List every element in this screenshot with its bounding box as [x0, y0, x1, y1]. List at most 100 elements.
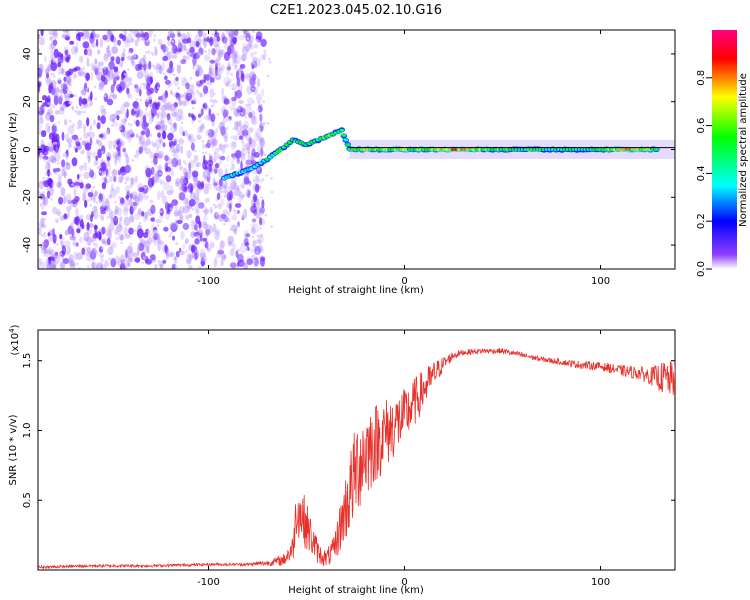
spectrogram-noise-blob	[182, 243, 186, 250]
spectrogram-noise-blob	[60, 67, 65, 75]
spectrogram-noise-blob	[233, 51, 238, 59]
spectrogram-noise-dot	[191, 106, 195, 110]
spectrogram-noise-blob	[40, 223, 47, 229]
spectrogram-noise-blob	[131, 201, 137, 211]
spectrogram-noise-dot	[259, 227, 262, 230]
spectrogram-noise-blob	[121, 171, 125, 181]
spectrogram-noise-dot	[41, 206, 45, 210]
spectrogram-noise-blob	[202, 143, 205, 150]
spectrogram-noise-dot	[116, 261, 120, 265]
spectrogram-noise-dot	[45, 160, 49, 164]
spectrogram-noise-blob	[201, 80, 205, 86]
spectrogram-noise-blob	[213, 158, 216, 163]
spectrogram-noise-blob	[133, 154, 139, 159]
spectrogram-noise-blob	[69, 223, 74, 233]
spectrogram-noise-dot	[53, 85, 57, 89]
spectrogram-noise-blob	[182, 205, 190, 214]
spectrogram-noise-dot	[79, 226, 83, 230]
spectrogram-noise-dot	[154, 229, 157, 233]
spectrogram-noise-blob	[63, 76, 67, 82]
spectrogram-noise-dot	[118, 176, 122, 180]
spectrogram-noise-blob	[257, 234, 264, 245]
spectrogram-noise-blob	[145, 33, 150, 41]
spectrogram-noise-dot	[47, 80, 51, 84]
spectrogram-noise-dot	[91, 258, 95, 262]
spectrogram-noise-blob	[222, 185, 227, 189]
spectrogram-noise-blob	[147, 236, 153, 245]
spectrogram-noise-blob	[134, 39, 139, 47]
spectrogram-noise-dot	[191, 120, 194, 124]
spectrogram-noise-blob	[143, 232, 149, 239]
spectrogram-noise-blob	[223, 98, 230, 105]
spectrogram-noise-blob	[221, 95, 227, 100]
spectrogram-noise-dot	[218, 62, 222, 66]
spectrogram-noise-blob	[162, 44, 167, 53]
spectrogram-noise-blob	[179, 250, 185, 256]
spectrogram-noise-blob	[187, 252, 191, 260]
spectrogram-noise-dot	[172, 73, 176, 77]
spectrogram-noise-blob	[143, 37, 147, 42]
spectrogram-noise-blob	[241, 137, 245, 144]
spectrogram-noise-blob	[254, 132, 260, 142]
spectrogram-noise-blob	[243, 30, 249, 34]
spectrogram-noise-blob	[204, 223, 211, 234]
spectrogram-noise-blob	[46, 72, 49, 79]
spectrogram-noise-blob	[227, 78, 233, 83]
spectrogram-noise-blob	[150, 217, 155, 222]
spectrogram-noise-dot	[129, 123, 133, 127]
spectrogram-noise-dot	[159, 172, 162, 176]
spectrogram-noise-blob	[90, 91, 93, 102]
spectrogram-noise-blob	[116, 207, 123, 216]
spectrogram-noise-dot	[256, 213, 260, 216]
spectrogram-noise-blob	[204, 183, 210, 188]
spectrogram-noise-blob	[186, 214, 190, 221]
spectrogram-noise-blob	[229, 184, 234, 194]
spectrogram-noise-blob	[47, 159, 51, 169]
spectrogram-noise-blob	[68, 229, 72, 235]
spectrogram-noise-blob	[257, 136, 263, 144]
spectrogram-noise-blob	[82, 192, 87, 203]
spectrogram-noise-blob	[80, 89, 87, 96]
spectrogram-noise-dot	[43, 158, 46, 162]
spectrogram-noise-blob	[114, 156, 118, 166]
spectrogram-noise-blob	[82, 41, 90, 49]
spectrogram-noise-blob	[232, 36, 238, 44]
spectrogram-noise-blob	[203, 215, 208, 221]
spectrogram-noise-blob	[86, 154, 91, 160]
spectrogram-noise-blob	[138, 140, 145, 146]
spectrogram-noise-dot	[73, 94, 77, 98]
spectrogram-noise-blob	[121, 262, 128, 269]
spectrogram-noise-dot	[115, 74, 119, 77]
spectrogram-noise-blob	[249, 248, 257, 254]
spectrogram-track-cell	[343, 138, 349, 142]
spectrogram-noise-blob	[209, 59, 216, 64]
spectrogram-noise-blob	[141, 211, 145, 217]
spectrogram-noise-blob	[101, 226, 106, 235]
spectrogram-noise-blob	[200, 108, 204, 116]
spectrogram-noise-blob	[95, 155, 98, 161]
spectrogram-noise-blob	[155, 219, 163, 224]
spectrogram-noise-blob	[86, 103, 91, 108]
spectrogram-noise-blob	[178, 38, 181, 47]
spectrogram-noise-dot	[123, 48, 126, 52]
spectrogram-noise-blob	[97, 148, 102, 159]
spectrogram-noise-blob	[205, 230, 209, 240]
spectrogram-noise-blob	[110, 34, 115, 43]
spectrogram-noise-blob	[166, 189, 174, 196]
spectrogram-noise-blob	[188, 169, 193, 175]
spectrogram-noise-blob	[154, 47, 158, 56]
spectrogram-noise-blob	[256, 260, 262, 265]
spectrogram-noise-dot	[107, 257, 111, 260]
spectrogram-noise-dot	[253, 179, 256, 182]
spectrogram-noise-blob	[52, 73, 56, 79]
spectrogram-noise-dot	[53, 160, 57, 164]
spectrogram-noise-dot	[76, 262, 79, 266]
spectrogram-noise-blob	[165, 175, 172, 183]
spectrogram-noise-blob	[117, 169, 121, 176]
spectrogram-noise-dot	[257, 167, 260, 171]
spectrogram-noise-blob	[157, 132, 161, 138]
spectrogram-noise-blob	[41, 95, 48, 101]
spectrogram-noise-blob	[198, 221, 202, 229]
spectrogram-noise-dot	[58, 72, 61, 75]
spectrogram-noise-dot	[80, 151, 83, 155]
